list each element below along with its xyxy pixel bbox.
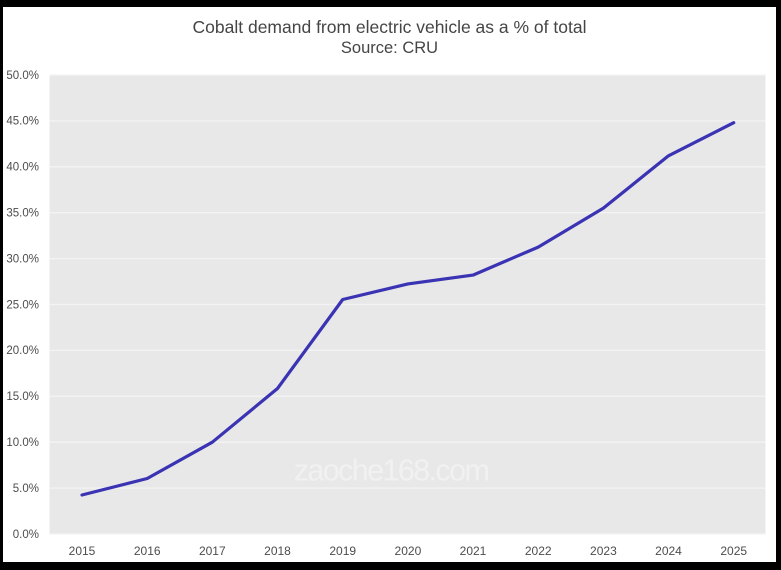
svg-text:45.0%: 45.0% [6,116,39,128]
svg-text:50.0%: 50.0% [6,70,39,82]
svg-text:2025: 2025 [720,544,747,558]
svg-text:2022: 2022 [525,544,552,558]
svg-text:30.0%: 30.0% [6,253,39,265]
svg-text:15.0%: 15.0% [6,391,39,403]
svg-text:2020: 2020 [395,544,422,558]
svg-text:2023: 2023 [590,544,617,558]
svg-text:5.0%: 5.0% [13,483,39,495]
svg-text:20.0%: 20.0% [6,345,39,357]
svg-text:40.0%: 40.0% [6,162,39,174]
svg-text:2019: 2019 [329,544,356,558]
svg-text:2016: 2016 [134,544,161,558]
svg-text:2024: 2024 [655,544,682,558]
svg-text:35.0%: 35.0% [6,208,39,220]
svg-text:10.0%: 10.0% [6,437,39,449]
svg-text:2021: 2021 [460,544,487,558]
svg-text:2015: 2015 [69,544,96,558]
svg-text:zaoche168.com: zaoche168.com [294,454,489,488]
svg-text:2017: 2017 [199,544,226,558]
svg-text:2018: 2018 [264,544,291,558]
svg-text:25.0%: 25.0% [6,299,39,311]
svg-text:0.0%: 0.0% [13,529,39,541]
